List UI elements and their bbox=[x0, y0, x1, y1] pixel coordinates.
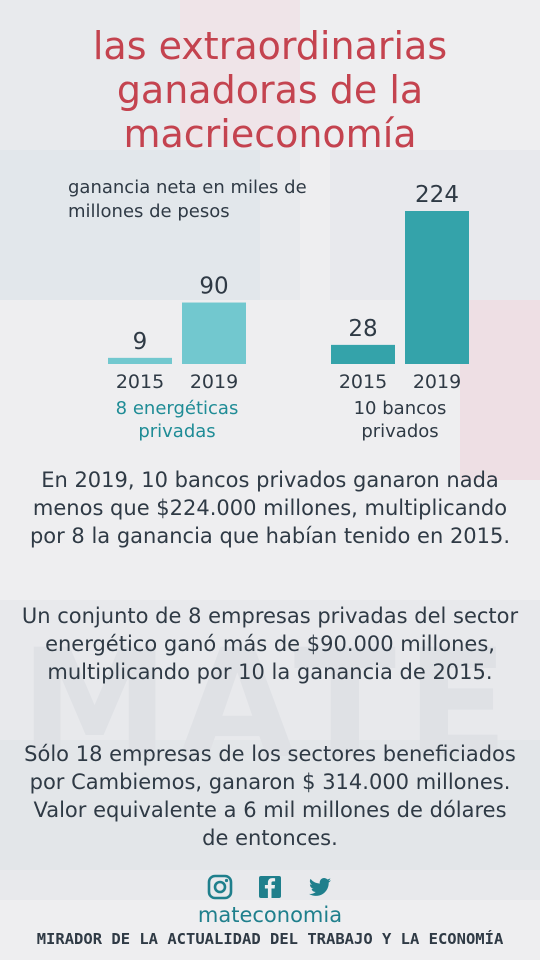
bar bbox=[331, 344, 395, 364]
paragraph-total: Sólo 18 empresas de los sectores benefic… bbox=[24, 742, 516, 850]
group-label: privados bbox=[361, 421, 438, 442]
tick-label: 2015 bbox=[116, 371, 164, 393]
tick-label: 2019 bbox=[413, 371, 461, 393]
data-label: 28 bbox=[348, 316, 377, 342]
tick-label: 2019 bbox=[190, 371, 238, 393]
bar bbox=[405, 211, 469, 364]
background-block bbox=[460, 300, 540, 480]
group-label: privadas bbox=[138, 421, 215, 442]
data-label: 9 bbox=[133, 329, 148, 355]
bar bbox=[182, 302, 246, 364]
group-label: 8 energéticas bbox=[116, 398, 239, 419]
facebook-icon[interactable] bbox=[256, 873, 284, 901]
tick-label: 2015 bbox=[339, 371, 387, 393]
paragraph-energy: Un conjunto de 8 empresas privadas del s… bbox=[21, 604, 519, 684]
data-label: 224 bbox=[415, 182, 459, 208]
watermark-logo: MATE bbox=[20, 618, 519, 792]
chart-subtitle: ganancia neta en miles de millones de pe… bbox=[68, 177, 307, 222]
twitter-icon[interactable] bbox=[306, 873, 334, 901]
background-block bbox=[0, 740, 540, 870]
title-line: las extraordinarias bbox=[92, 24, 448, 68]
data-label: 90 bbox=[199, 274, 228, 300]
group-label: 10 bancos bbox=[354, 398, 447, 419]
bar bbox=[108, 357, 172, 364]
social-handle[interactable]: mateconomia bbox=[197, 903, 343, 927]
instagram-icon[interactable] bbox=[206, 873, 234, 901]
background-block bbox=[180, 0, 300, 140]
paragraph-banks: En 2019, 10 bancos privados ganaron nada… bbox=[29, 468, 511, 548]
title-line: ganadoras de la bbox=[116, 68, 424, 112]
title-line: macrieconomía bbox=[123, 112, 417, 156]
footer-text: MIRADOR DE LA ACTUALIDAD DEL TRABAJO Y L… bbox=[36, 930, 504, 948]
social-links: mateconomia bbox=[0, 872, 540, 928]
page-title: las extraordinarias ganadoras de la macr… bbox=[0, 24, 540, 156]
background-block bbox=[0, 150, 260, 300]
